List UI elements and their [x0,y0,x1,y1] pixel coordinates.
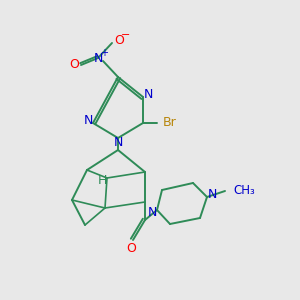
Text: N: N [93,52,103,64]
Text: Br: Br [163,116,177,130]
Text: N: N [147,206,157,218]
Text: H: H [97,175,107,188]
Text: −: − [121,30,131,40]
Text: +: + [100,48,108,58]
Text: N: N [83,113,93,127]
Text: O: O [126,242,136,254]
Text: N: N [113,136,123,149]
Text: O: O [114,34,124,46]
Text: CH₃: CH₃ [233,184,255,197]
Text: N: N [143,88,153,100]
Text: N: N [207,188,217,202]
Text: O: O [69,58,79,71]
